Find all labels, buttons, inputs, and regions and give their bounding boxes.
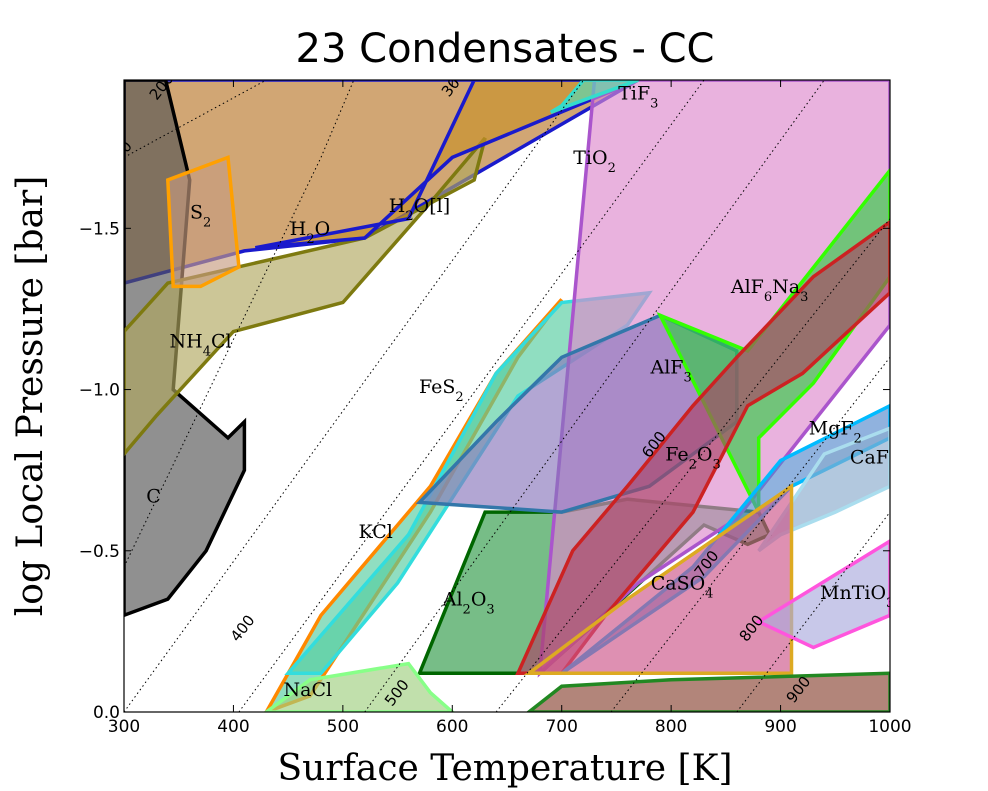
region-labels: S2 H2O H2O[l] NH4Cl C FeS2 KCl Al2O3 TiO2 TiF3 AlF…	[146, 82, 894, 701]
isotherm-900	[736, 511, 890, 712]
isotherm-label-250: 250	[104, 137, 136, 171]
region-s2	[165, 154, 241, 289]
x-tick-label: 800	[655, 717, 687, 737]
region-h2o-l	[254, 80, 639, 250]
label-caso4: CaSO4	[651, 572, 714, 601]
x-tick-label: 400	[217, 717, 249, 737]
x-tick-label: 600	[436, 717, 468, 737]
isotherm-800	[610, 356, 890, 712]
region-c	[124, 80, 247, 618]
x-axis-label: Surface Temperature [K]	[277, 748, 732, 789]
label-mntio3: MnTiO3	[820, 582, 894, 611]
label-nh4cl: NH4Cl	[170, 331, 232, 360]
label-al2o3: Al2O3	[442, 589, 495, 618]
label-h2o-l: H2O[l]	[389, 195, 450, 224]
regions-layer	[124, 80, 890, 712]
label-fe2o3: Fe2O3	[665, 443, 721, 472]
isotherm-500	[238, 80, 705, 712]
region-mntio3	[755, 539, 890, 650]
x-tick-label: 300	[108, 717, 140, 737]
y-axis-ticks: 0.0 −0.5 −1.0 −1.5	[79, 219, 890, 723]
region-tif3	[549, 80, 639, 114]
label-alf3: AlF3	[650, 356, 692, 385]
x-axis-ticks: 300 400 500 600 700 800 900 1000	[108, 80, 912, 737]
label-s2: S2	[190, 202, 211, 231]
y-axis-label: log Local Pressure [bar]	[10, 176, 51, 616]
label-tif3: TiF3	[618, 82, 658, 111]
label-tio2: TiO2	[573, 147, 616, 176]
label-h2o: H2O	[290, 218, 330, 247]
y-tick-label: −1.5	[79, 219, 120, 239]
x-tick-label: 900	[764, 717, 796, 737]
chart-title: 23 Condensates - CC	[296, 26, 715, 72]
label-kcl: KCl	[359, 521, 393, 543]
x-tick-label: 1000	[868, 717, 911, 737]
y-tick-label: 0.0	[93, 703, 120, 723]
label-nacl: NaCl	[284, 679, 333, 701]
plot-frame	[123, 79, 891, 713]
isotherm-700	[495, 218, 890, 712]
region-sco	[526, 671, 890, 712]
label-mgf2: MgF2	[809, 418, 862, 447]
x-tick-label: 500	[327, 717, 359, 737]
label-alf6na3: AlF6Na3	[730, 276, 809, 305]
y-tick-label: −1.0	[79, 381, 120, 401]
label-c: C	[146, 485, 161, 507]
label-fes2: FeS2	[419, 376, 464, 405]
region-caso4	[523, 482, 794, 676]
region-nacl	[263, 661, 455, 712]
x-tick-label: 700	[545, 717, 577, 737]
y-tick-label: −0.5	[79, 542, 120, 562]
